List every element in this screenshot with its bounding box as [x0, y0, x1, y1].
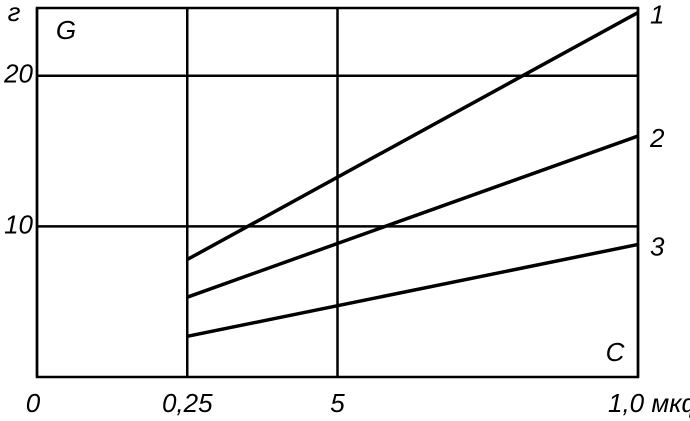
line-label: 2 — [649, 123, 665, 153]
x-tick-label: 0,25 — [162, 388, 213, 418]
data-line — [186, 242, 639, 339]
data-line — [186, 134, 639, 299]
line-label: 1 — [650, 0, 664, 29]
x-tick-label: 1,0 мкф — [608, 388, 690, 418]
y-tick-label: 20 — [3, 59, 33, 89]
data-line — [186, 10, 639, 262]
x-tick-label: 5 — [330, 388, 345, 418]
x-axis-label: C — [606, 337, 625, 367]
y-unit: г — [8, 0, 21, 27]
x-tick-label: 0 — [26, 388, 41, 418]
line-label: 3 — [650, 231, 665, 261]
y-tick-label: 10 — [4, 209, 33, 239]
y-axis-label: G — [56, 15, 76, 45]
